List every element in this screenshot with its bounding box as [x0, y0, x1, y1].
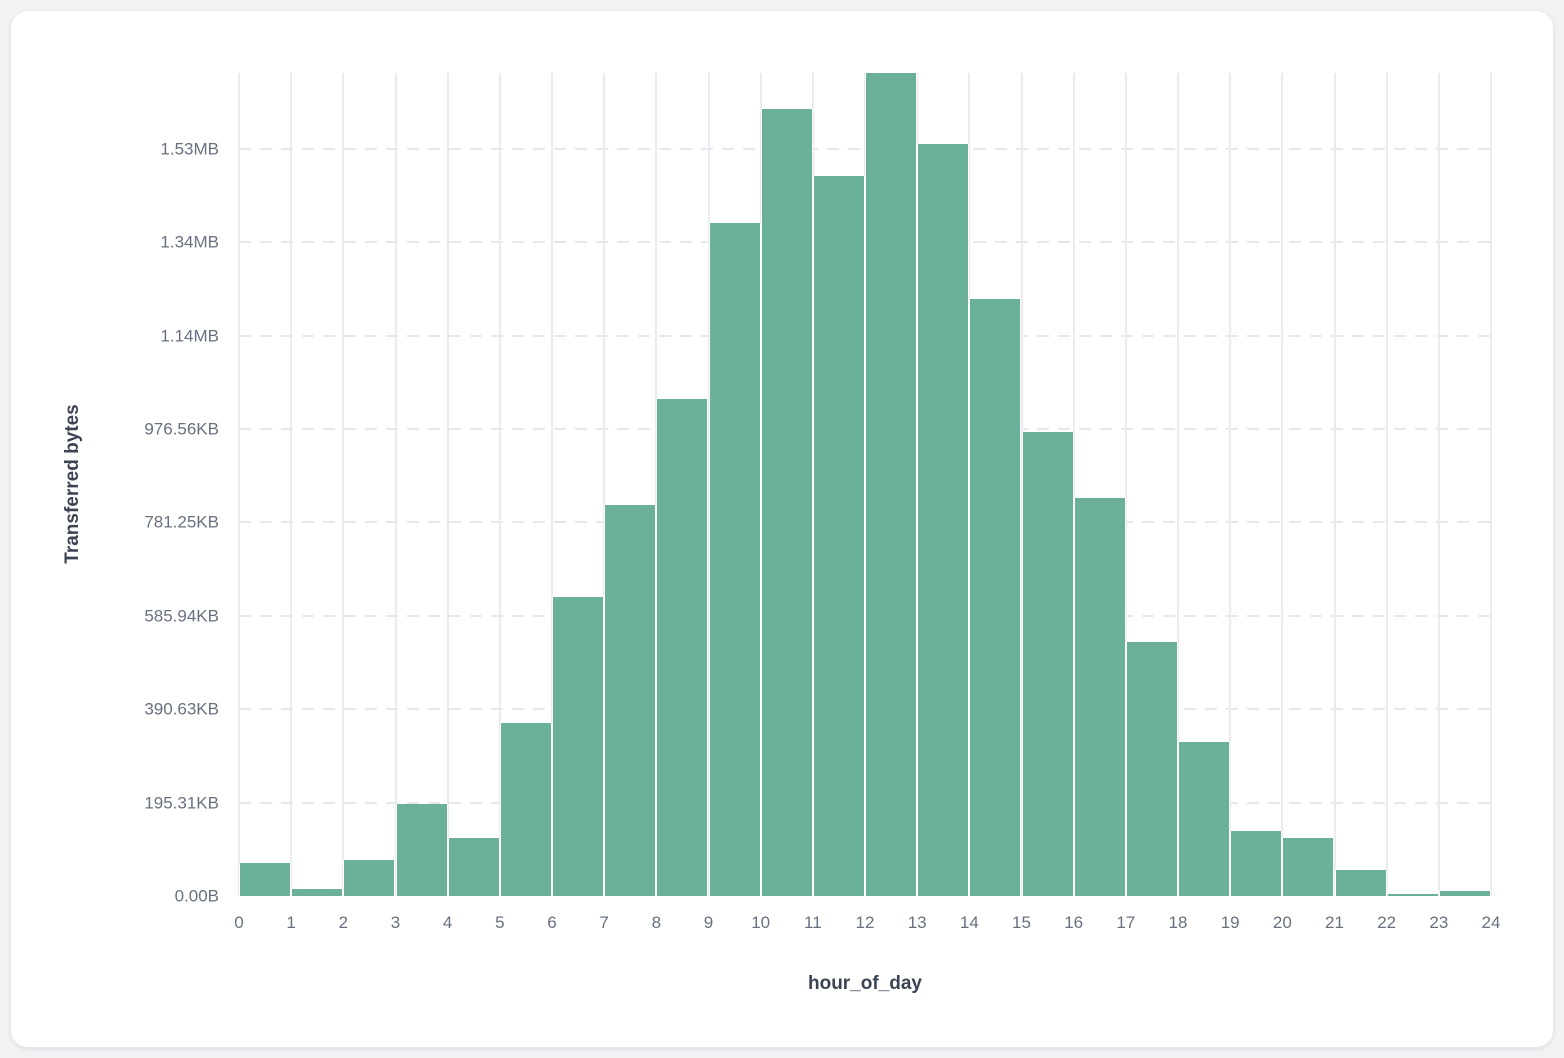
x-tick-label: 6	[547, 913, 557, 932]
histogram-bar-hour-18[interactable]	[1178, 741, 1231, 896]
y-axis-tick-labels: 0.00B 195.31KB 390.63KB 585.94KB 781.25KB 976…	[11, 73, 219, 904]
y-tick-label: 585.94KB	[144, 606, 219, 626]
chart-card: Transferred bytes hour_of_day 0.00B 195.3…	[10, 10, 1554, 1048]
vertical-gridline	[1437, 73, 1440, 896]
x-tick-label: 14	[959, 913, 979, 932]
histogram-bar-hour-21[interactable]	[1334, 870, 1387, 896]
histogram-bar-hour-2[interactable]	[343, 860, 396, 896]
y-tick-label: 976.56KB	[144, 419, 219, 439]
x-tick-label: 12	[855, 913, 875, 932]
x-tick-label: 15	[1012, 913, 1031, 932]
histogram-bar-hour-13[interactable]	[917, 143, 970, 896]
histogram-bar-hour-23[interactable]	[1438, 890, 1491, 896]
x-tick-label: 21	[1325, 913, 1344, 932]
x-tick-label: 7	[599, 913, 609, 932]
x-tick-label: 3	[390, 913, 401, 932]
vertical-gridline	[342, 73, 345, 896]
x-tick-label: 23	[1429, 913, 1449, 932]
y-tick-label: 781.25KB	[144, 512, 219, 532]
x-tick-label: 11	[804, 913, 822, 932]
plot-area	[238, 73, 1492, 896]
x-tick-label: 2	[338, 913, 349, 932]
x-tick-label: 17	[1116, 913, 1136, 932]
histogram-bar-hour-0[interactable]	[239, 863, 292, 896]
vertical-gridline	[1177, 73, 1179, 896]
histogram-bar-hour-17[interactable]	[1125, 641, 1178, 896]
vertical-gridline	[238, 73, 240, 896]
x-tick-label: 5	[495, 913, 505, 932]
x-tick-label: 0	[234, 913, 244, 932]
x-tick-label: 20	[1272, 913, 1292, 932]
y-tick-label: 1.53MB	[160, 139, 219, 159]
histogram-bar-hour-1[interactable]	[291, 889, 344, 896]
vertical-gridline	[603, 73, 606, 896]
y-tick-label: 390.63KB	[144, 699, 219, 719]
histogram-bar-hour-19[interactable]	[1230, 831, 1283, 896]
histogram-bar-hour-8[interactable]	[656, 398, 709, 896]
histogram-bar-hour-9[interactable]	[708, 223, 761, 896]
vertical-gridline	[394, 73, 397, 896]
vertical-gridline	[1333, 73, 1336, 896]
x-tick-label: 10	[751, 913, 771, 932]
histogram-bar-hour-7[interactable]	[604, 505, 657, 896]
vertical-gridline	[498, 73, 501, 896]
x-tick-label: 9	[703, 913, 714, 932]
histogram-bar-hour-10[interactable]	[760, 108, 813, 896]
x-tick-label: 4	[442, 913, 453, 932]
vertical-gridline	[1281, 73, 1284, 896]
x-tick-label: 16	[1064, 913, 1084, 932]
histogram-bar-hour-5[interactable]	[499, 723, 552, 896]
x-tick-label: 13	[907, 913, 927, 932]
y-tick-label: 1.34MB	[160, 232, 219, 252]
y-tick-label: 0.00B	[174, 886, 219, 906]
vertical-gridline	[290, 73, 293, 896]
y-tick-label: 195.31KB	[144, 793, 219, 813]
vertical-gridline	[1385, 73, 1388, 896]
vertical-gridline	[446, 73, 449, 896]
vertical-gridline	[1124, 73, 1127, 896]
x-tick-label: 1	[286, 913, 296, 932]
histogram-bar-hour-16[interactable]	[1073, 497, 1126, 896]
y-tick-label: 1.14MB	[160, 326, 219, 346]
vertical-gridline	[1490, 73, 1492, 896]
x-tick-label: 18	[1168, 913, 1188, 932]
histogram-bar-hour-4[interactable]	[447, 838, 500, 896]
histogram-bar-hour-22[interactable]	[1386, 894, 1439, 896]
vertical-gridline	[1229, 73, 1232, 896]
histogram-bar-hour-14[interactable]	[969, 298, 1022, 896]
histogram-bar-hour-3[interactable]	[395, 804, 448, 896]
histogram-bar-hour-20[interactable]	[1282, 838, 1335, 896]
histogram-bar-hour-12[interactable]	[865, 73, 918, 896]
x-tick-label: 19	[1220, 913, 1240, 932]
vertical-gridline	[1072, 73, 1075, 896]
x-tick-label: 8	[651, 913, 662, 932]
x-axis-title: hour_of_day	[807, 973, 923, 994]
x-axis-tick-labels: 0 1 2 3 4 5 6 7 8 9 10 11 12 13 14 15 16 17 18 19 20 21 22 23 24	[234, 896, 1500, 944]
histogram-bar-hour-15[interactable]	[1021, 431, 1074, 896]
x-tick-label: 24	[1481, 913, 1501, 932]
histogram-bar-hour-11[interactable]	[812, 175, 865, 896]
x-tick-label: 22	[1377, 913, 1397, 932]
histogram-bar-hour-6[interactable]	[552, 597, 605, 896]
vertical-gridline	[551, 73, 553, 896]
